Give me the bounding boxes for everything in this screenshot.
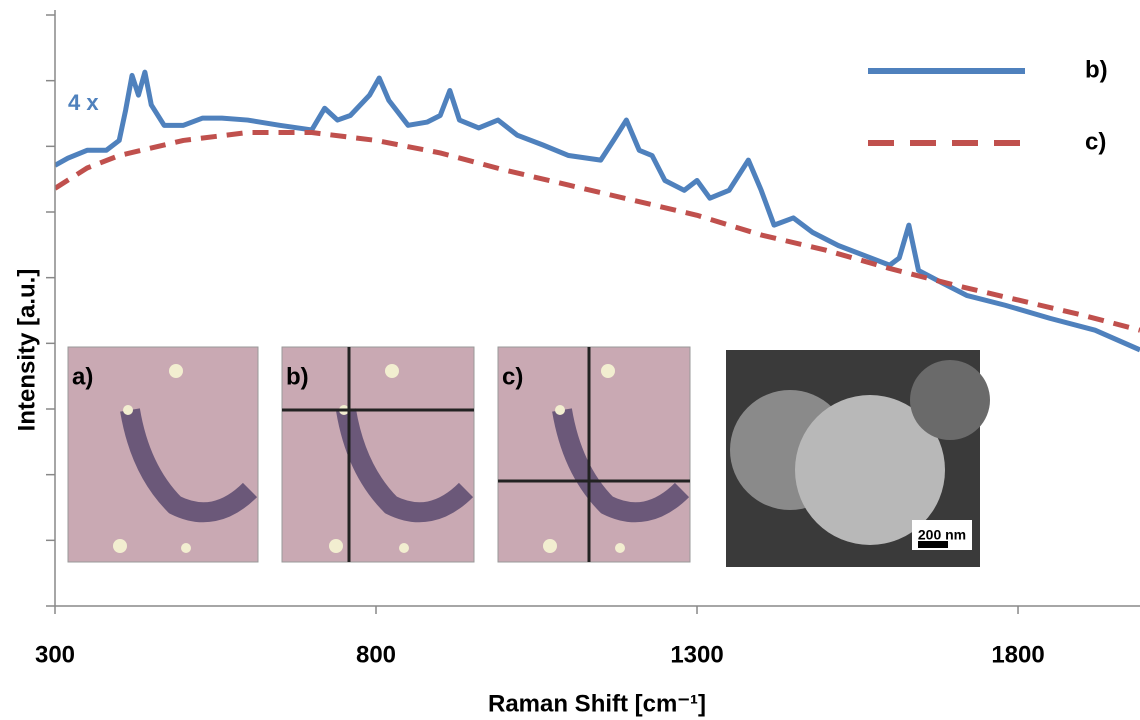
inset-c: c) xyxy=(497,346,691,563)
plot-area xyxy=(55,69,1140,353)
inset-label: b) xyxy=(286,363,309,390)
y-axis-label: Intensity [a.u.] xyxy=(13,269,40,432)
x-tick-label: 1300 xyxy=(670,641,723,668)
series-line xyxy=(55,130,1140,333)
x-tick-label: 300 xyxy=(35,641,75,668)
annotation: 4 x xyxy=(68,90,99,115)
inset-b: b) xyxy=(281,346,475,563)
legend-label: c) xyxy=(1085,128,1106,155)
x-tick-label: 1800 xyxy=(991,641,1044,668)
scale-bar-label: 200 nm xyxy=(918,527,966,543)
series-line xyxy=(55,69,1140,353)
x-tick-label: 800 xyxy=(356,641,396,668)
sem-inset: 200 nm xyxy=(726,350,990,567)
inset-label: c) xyxy=(502,363,523,390)
inset-a: a) xyxy=(67,346,259,563)
legend-label: b) xyxy=(1085,56,1108,83)
inset-label: a) xyxy=(72,363,93,390)
x-axis-label: Raman Shift [cm⁻¹] xyxy=(488,690,706,717)
